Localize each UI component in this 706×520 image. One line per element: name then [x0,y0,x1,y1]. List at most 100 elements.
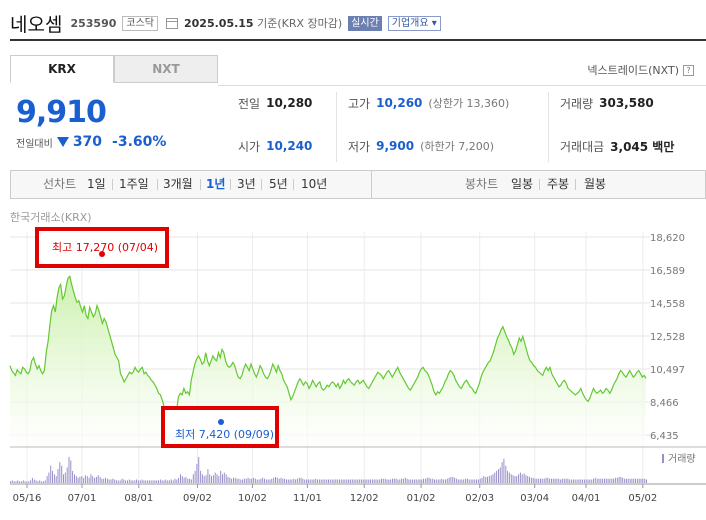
stat-sub: (상한가 13,360) [428,97,510,110]
volume-bar [22,480,24,483]
volume-bar [335,479,337,483]
low-annotation: 최저 7,420 (09/09) [161,406,279,448]
volume-bar [594,477,596,483]
volume-bar [33,479,35,483]
exchange-label: 한국거래소(KRX) [10,211,92,224]
volume-bar [614,477,616,483]
tab-nxt[interactable]: NXT [114,55,218,83]
stat-value: 3,045 백만 [610,139,675,154]
realtime-button[interactable]: 실시간 [348,15,382,31]
volume-bar [222,474,223,483]
volume-bar [225,474,227,483]
volume-bar [147,480,149,483]
volume-bar [607,478,609,483]
volume-bar [315,478,317,483]
candle-week[interactable]: 주봉 [547,177,570,191]
volume-bar [295,479,297,483]
help-icon[interactable]: ? [683,64,694,76]
volume-bar [185,476,187,483]
volume-bar [479,478,481,483]
volume-bar [512,475,514,483]
volume-bar [505,465,507,483]
volume-bar [404,477,406,483]
high-annotation: 최고 17,270 (07/04) [35,227,169,268]
volume-bar [583,479,585,483]
volume-bar [503,458,505,483]
volume-bar [333,479,335,483]
volume-bar [231,478,233,483]
period-3y[interactable]: 3년 [237,177,256,191]
volume-bar [508,472,510,483]
volume-bar [424,478,426,483]
volume-bar [180,474,181,483]
volume-bar [527,476,529,483]
stat-label: 저가 [348,139,371,154]
volume-bar [371,479,373,483]
volume-legend: 거래량 [668,453,696,465]
candle-day[interactable]: 일봉 [511,177,534,191]
volume-bar [474,479,476,483]
volume-bar [209,474,211,483]
volume-bar [437,479,439,483]
volume-bar [465,478,467,483]
volume-bar [44,480,46,483]
period-10y[interactable]: 10년 [301,177,328,191]
period-3m[interactable]: 3개월 [163,177,193,191]
stat-high: 고가 10,260 (상한가 13,360) [348,91,509,115]
volume-bar [635,478,636,483]
volume-bar [640,478,642,483]
volume-bar [269,479,271,483]
volume-bar [119,480,121,483]
nextrade-link-label[interactable]: 넥스트레이드(NXT) [587,64,679,77]
high-annotation-text: 최고 17,270 (07/04) [52,241,159,254]
volume-bar [194,470,196,483]
period-5y[interactable]: 5년 [269,177,288,191]
period-1w[interactable]: 1주일 [119,177,149,191]
volume-bar [618,476,620,483]
volume-bar [302,478,304,483]
volume-bar [55,476,57,483]
volume-bar [95,476,97,483]
volume-bar [565,478,567,483]
line-chart-button[interactable]: 선차트 [43,177,77,191]
candle-chart-button[interactable]: 봉차트 [465,177,499,191]
volume-bar [41,481,43,483]
volume-bar [30,480,32,483]
volume-bar [443,479,445,483]
stats-separator [548,92,549,162]
down-arrow-icon [56,137,69,147]
volume-bar [417,479,419,483]
volume-bar [328,479,329,483]
price-change: 전일대비 370 -3.60% [16,134,166,150]
volume-bar [318,479,320,483]
company-info-button[interactable]: 기업개요 ▾ [387,15,441,31]
nextrade-link[interactable]: 넥스트레이드(NXT) ? [587,62,694,78]
volume-bar [203,476,205,483]
quote-date-suffix: 기준(KRX 장마감) [257,17,343,30]
low-annotation-text: 최저 7,420 (09/09) [175,428,275,441]
volume-bar [205,475,207,483]
period-1d[interactable]: 1일 [87,177,106,191]
volume-bar [572,479,574,483]
volume-bar [366,479,368,483]
period-1y[interactable]: 1년 [206,177,226,191]
tab-krx[interactable]: KRX [10,55,114,83]
price-area [10,276,646,446]
volume-bar [392,478,393,483]
volume-bar [477,479,479,483]
volume-bar [499,467,501,483]
volume-bar [430,478,432,483]
candle-month[interactable]: 월봉 [584,177,607,191]
volume-bar [329,479,331,483]
volume-bar [421,479,423,483]
volume-bar [349,479,351,483]
stock-header: 네오셈 253590 코스닥 2025.05.15 기준(KRX 장마감) 실시… [10,8,441,38]
volume-bar [214,472,216,483]
volume-bar [388,479,390,483]
volume-bar [523,473,525,483]
volume-bar [501,462,503,483]
volume-bar [130,480,132,483]
price-chart[interactable]: 18,620 16,589 14,558 12,528 10,497 8,466 6,435… [0,222,706,520]
change-label: 전일대비 [16,138,53,150]
volume-bar [176,479,178,483]
